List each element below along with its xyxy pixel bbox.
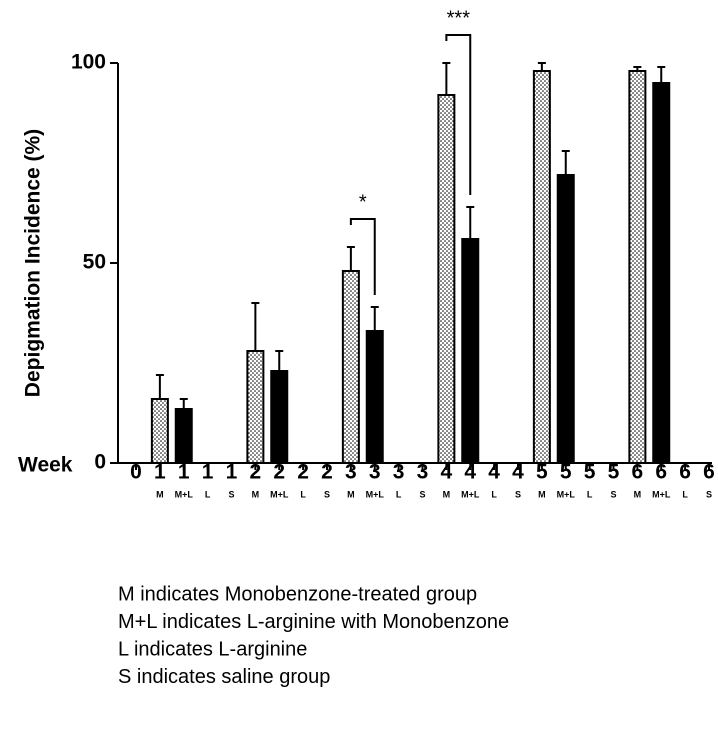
bar: [150, 398, 169, 464]
x-tick-label: 2: [297, 461, 309, 484]
bar: [246, 350, 265, 464]
note: L indicates L-arginine: [118, 638, 307, 660]
x-tick-label: 6: [703, 461, 715, 484]
x-tick-label: 2: [273, 461, 285, 484]
x-tick-label: 6: [655, 461, 667, 484]
x-sub-label: M: [634, 489, 642, 499]
y-axis-label: Depigmation Incidence (%): [22, 129, 45, 397]
bar: [556, 174, 575, 464]
x-sub-label: M: [443, 489, 451, 499]
x-sub-label: M+L: [461, 489, 480, 499]
x-tick-label: 1: [178, 461, 190, 484]
bar: [628, 70, 647, 464]
bar: [461, 238, 480, 464]
x-axis-label: Week: [18, 454, 73, 477]
x-sub-label: S: [228, 489, 234, 499]
significance-bracket: [349, 218, 376, 295]
x-sub-label: L: [300, 489, 306, 499]
significance-label: *: [359, 191, 367, 213]
x-sub-label: M: [156, 489, 164, 499]
x-tick-label: 5: [536, 461, 548, 484]
x-sub-label: S: [419, 489, 425, 499]
x-tick-label: 6: [679, 461, 691, 484]
x-tick-label: 4: [488, 461, 500, 484]
bar: [174, 408, 193, 464]
x-tick-label: 3: [417, 461, 429, 484]
x-tick-label: 5: [608, 461, 620, 484]
x-sub-label: M+L: [270, 489, 289, 499]
x-sub-label: M: [538, 489, 546, 499]
x-sub-label: L: [682, 489, 688, 499]
x-tick-label: 1: [202, 461, 214, 484]
significance-bracket: [445, 34, 472, 195]
x-tick-label: 4: [512, 461, 524, 484]
bar: [437, 94, 456, 464]
x-tick-label: 3: [369, 461, 381, 484]
y-tick-label: 0: [94, 451, 106, 474]
x-sub-label: S: [706, 489, 712, 499]
note: M indicates Monobenzone-treated group: [118, 583, 477, 605]
x-sub-label: M+L: [557, 489, 576, 499]
note: S indicates saline group: [118, 666, 330, 688]
x-tick-label: 1: [226, 461, 238, 484]
x-tick-label: 4: [464, 461, 476, 484]
x-sub-label: M: [252, 489, 260, 499]
x-tick-label: 1: [154, 461, 166, 484]
x-sub-label: M+L: [366, 489, 385, 499]
x-sub-label: L: [205, 489, 211, 499]
x-tick-label: 6: [632, 461, 644, 484]
x-sub-label: M+L: [652, 489, 671, 499]
bar: [270, 370, 289, 464]
x-tick-label: 2: [321, 461, 333, 484]
bar: [365, 330, 384, 464]
x-tick-label: 4: [441, 461, 453, 484]
bar: [652, 82, 671, 464]
y-tick-label: 100: [71, 51, 106, 74]
x-sub-label: S: [515, 489, 521, 499]
bar: [532, 70, 551, 464]
x-sub-label: L: [396, 489, 402, 499]
x-tick-label: 5: [584, 461, 596, 484]
x-tick-label: 0: [130, 461, 142, 484]
note: M+L indicates L-arginine with Monobenzon…: [118, 611, 509, 633]
bar: [341, 270, 360, 464]
x-tick-label: 2: [250, 461, 262, 484]
x-tick-label: 3: [393, 461, 405, 484]
x-sub-label: L: [587, 489, 593, 499]
x-sub-label: S: [610, 489, 616, 499]
x-sub-label: M: [347, 489, 355, 499]
x-tick-label: 3: [345, 461, 357, 484]
y-tick-label: 50: [83, 251, 106, 274]
significance-label: ***: [447, 7, 471, 29]
x-sub-label: S: [324, 489, 330, 499]
x-sub-label: M+L: [175, 489, 194, 499]
x-sub-label: L: [491, 489, 497, 499]
x-tick-label: 5: [560, 461, 572, 484]
